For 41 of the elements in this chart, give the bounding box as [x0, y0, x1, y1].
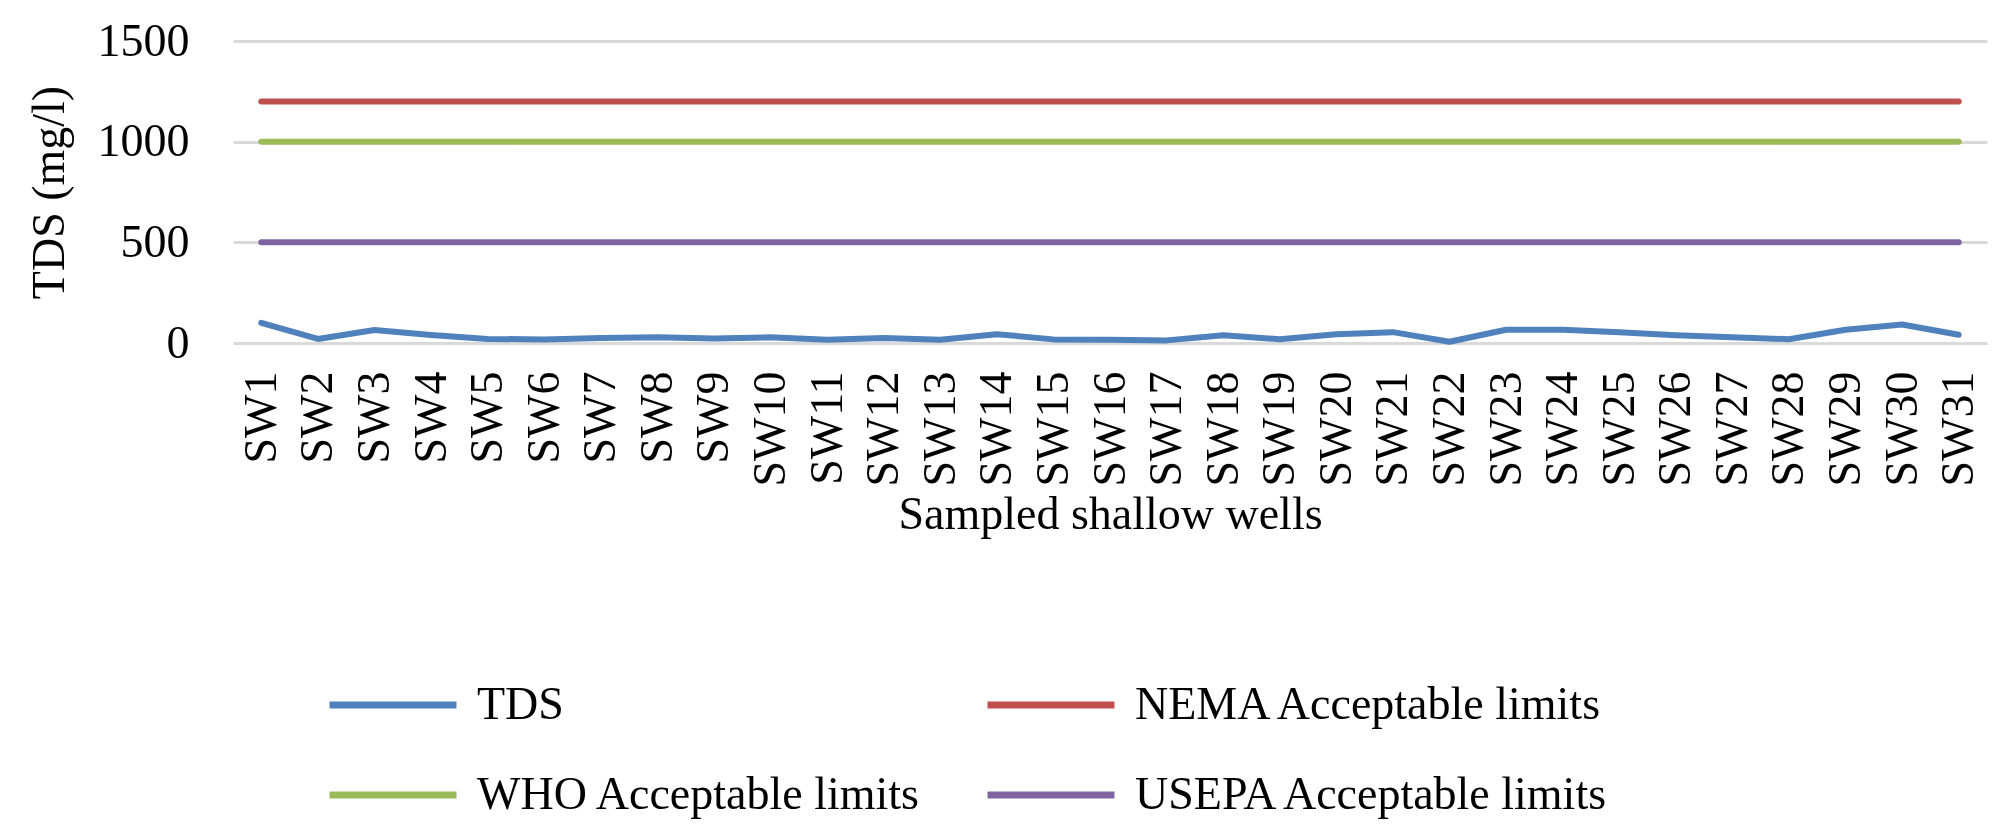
- x-tick-label: SW1: [234, 371, 286, 464]
- x-tick-label: SW26: [1649, 371, 1701, 487]
- x-tick-label: SW5: [461, 371, 513, 464]
- x-tick-label: SW14: [970, 371, 1022, 487]
- x-tick-label: SW15: [1026, 371, 1078, 487]
- y-tick-label: 1000: [97, 115, 190, 167]
- x-tick-label: SW13: [913, 371, 965, 487]
- x-tick-label: SW25: [1592, 371, 1644, 487]
- legend-label: NEMA Acceptable limits: [1135, 678, 1601, 729]
- x-tick-label: SW27: [1705, 371, 1757, 487]
- x-tick-label: SW3: [347, 371, 399, 464]
- x-tick-label: SW2: [291, 371, 343, 464]
- x-tick-label: SW18: [1196, 371, 1248, 487]
- x-tick-label: SW21: [1366, 371, 1418, 487]
- x-tick-label: SW7: [574, 371, 626, 464]
- legend-label: TDS: [477, 678, 564, 729]
- x-tick-label: SW31: [1932, 371, 1984, 487]
- x-axis-title: Sampled shallow wells: [898, 487, 1323, 539]
- x-tick-label: SW23: [1479, 371, 1531, 487]
- y-axis-title: TDS (mg/l): [22, 85, 74, 300]
- x-tick-label: SW10: [744, 371, 796, 487]
- x-tick-label: SW28: [1762, 371, 1814, 487]
- x-tick-label: SW29: [1819, 371, 1871, 487]
- x-tick-label: SW12: [857, 371, 909, 487]
- x-tick-label: SW16: [1083, 371, 1135, 487]
- x-tick-label: SW8: [630, 371, 682, 464]
- y-tick-label: 0: [166, 316, 190, 368]
- x-tick-label: SW17: [1140, 371, 1192, 487]
- x-tick-label: SW19: [1253, 371, 1305, 487]
- x-tick-label: SW6: [517, 371, 569, 464]
- x-tick-label: SW4: [404, 371, 456, 464]
- x-tick-label: SW24: [1536, 371, 1588, 487]
- x-tick-label: SW9: [687, 371, 739, 464]
- x-tick-label: SW22: [1422, 371, 1474, 487]
- y-tick-label: 500: [120, 215, 190, 267]
- y-tick-label: 1500: [97, 14, 190, 66]
- x-tick-label: SW11: [800, 371, 852, 485]
- legend-label: USEPA Acceptable limits: [1135, 768, 1607, 819]
- legend-label: WHO Acceptable limits: [477, 768, 919, 819]
- x-tick-label: SW20: [1309, 371, 1361, 487]
- x-tick-label: SW30: [1875, 371, 1927, 487]
